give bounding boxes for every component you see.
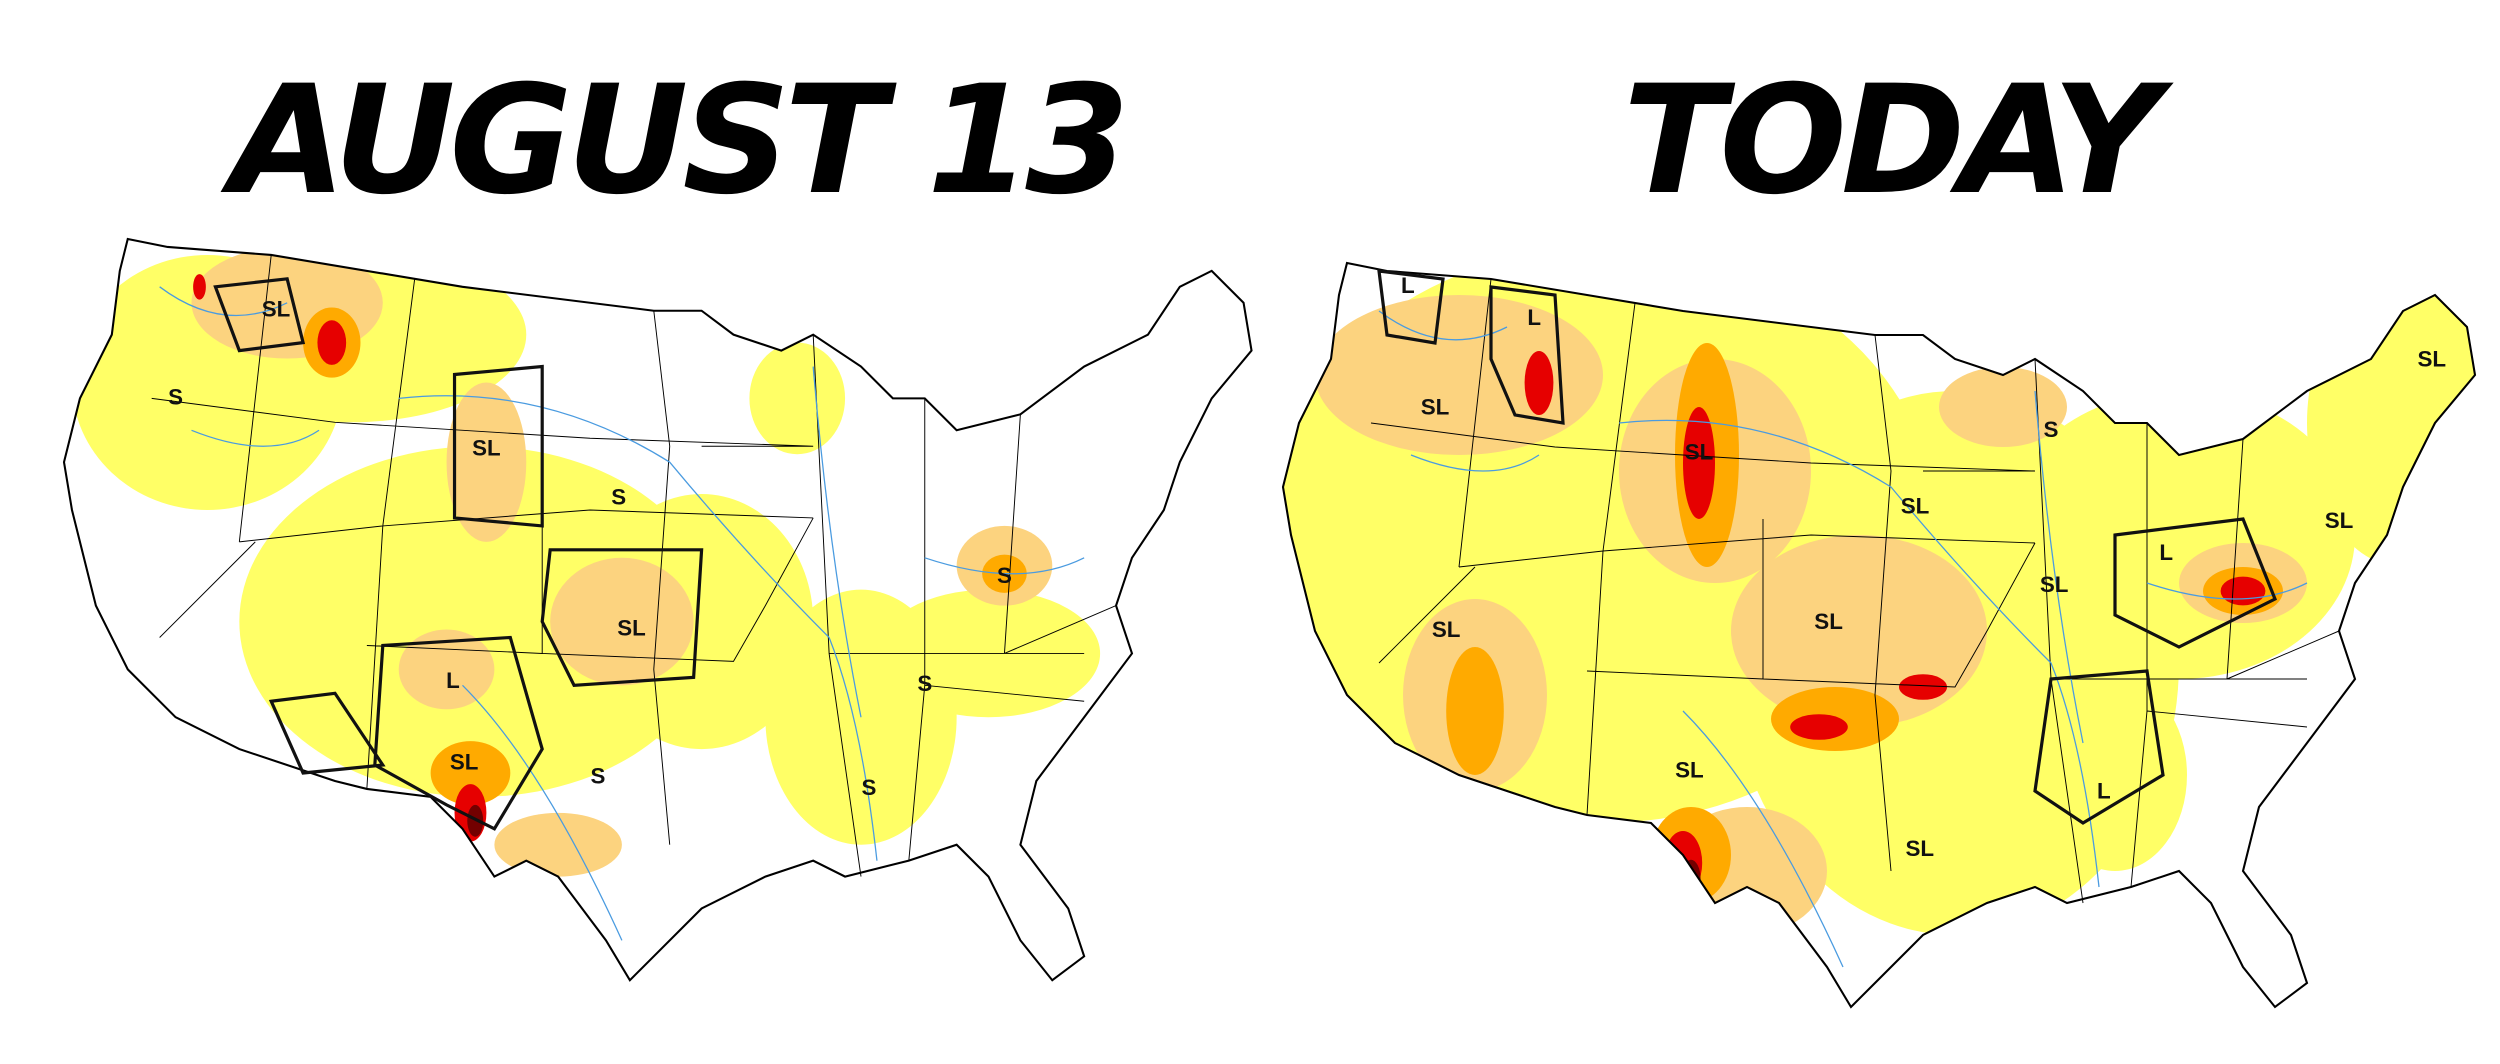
impact-label: SL [1905,836,1934,861]
map-title: TODAY [1623,54,2174,228]
impact-label: SL [617,615,646,640]
impact-label: SL [472,435,501,460]
impact-label: L [2097,779,2111,804]
impact-label: S [611,485,626,510]
impact-label: SL [1901,494,1930,519]
impact-label: SL [1814,609,1843,634]
impact-label: SL [2417,347,2446,372]
drought-map: L L SL SL S SL SL L SL SL SL SL SL L SL [1281,261,2477,1009]
impact-label: L [1527,305,1541,330]
impact-label: L [446,668,460,693]
impact-label: L [1401,273,1415,298]
drought-map: SL S SL S SL L SL S S S S [62,237,1253,982]
impact-label: SL [1675,758,1704,783]
impact-label: SL [1685,439,1714,464]
impact-label: SL [1421,395,1450,420]
impact-label: L [2159,540,2173,565]
impact-label: S [2044,417,2059,442]
impact-label: S [997,563,1012,588]
impact-label: S [168,384,183,409]
impact-label: S [917,671,932,696]
impact-label: SL [2040,572,2069,597]
impact-label: SL [2325,508,2354,533]
impact-label: S [862,775,877,800]
impact-label: SL [450,749,478,774]
impact-label: SL [262,297,291,322]
map-title: AUGUST 13 [220,54,1123,228]
impact-label: S [591,764,606,789]
impact-label: SL [1432,617,1461,642]
